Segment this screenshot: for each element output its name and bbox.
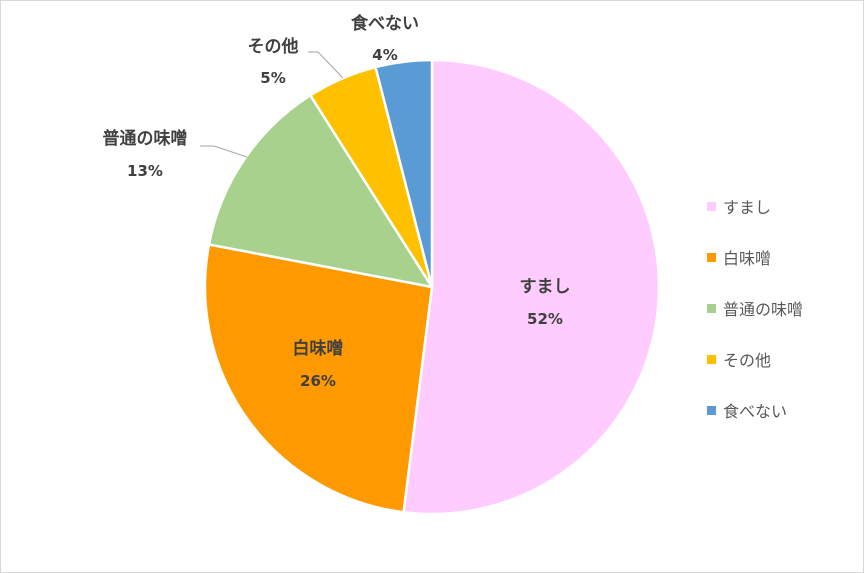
legend-swatch-5 xyxy=(707,406,716,415)
leader-line-4 xyxy=(308,51,344,79)
pie-slice-2 xyxy=(203,242,434,514)
legend-swatch-3 xyxy=(707,304,716,313)
data-labels: すまし 52% 白味噌 26% 普通の味噌 13% その他 5% 食べない 4% xyxy=(103,13,571,390)
data-label-value-4: 5% xyxy=(260,69,285,87)
pie-slice-1 xyxy=(402,58,661,516)
pie-slice-5 xyxy=(374,58,434,288)
data-label-value-3: 13% xyxy=(127,162,163,180)
legend-label-2: 白味噌 xyxy=(723,249,771,268)
leader-line-3 xyxy=(200,145,248,158)
data-label-category-5: 食べない xyxy=(351,13,419,34)
legend-label-5: 食べない xyxy=(723,402,787,421)
pie-slice-3 xyxy=(207,93,435,289)
leader-lines xyxy=(200,51,344,158)
legend-swatch-4 xyxy=(707,355,716,364)
legend-label-4: その他 xyxy=(723,351,771,370)
data-label-category-1: すまし xyxy=(520,277,571,297)
data-label-category-3: 普通の味噌 xyxy=(103,128,188,149)
legend-label-3: 普通の味噌 xyxy=(723,300,803,319)
data-label-value-2: 26% xyxy=(300,372,336,390)
data-label-category-4: その他 xyxy=(248,36,299,57)
data-label-category-2: 白味噌 xyxy=(293,338,344,359)
data-label-value-5: 4% xyxy=(372,46,397,64)
legend-swatch-1 xyxy=(707,202,716,211)
pie-slices xyxy=(203,58,661,516)
legend-swatch-2 xyxy=(707,253,716,262)
data-label-value-1: 52% xyxy=(527,310,563,328)
legend-label-1: すまし xyxy=(723,198,771,217)
